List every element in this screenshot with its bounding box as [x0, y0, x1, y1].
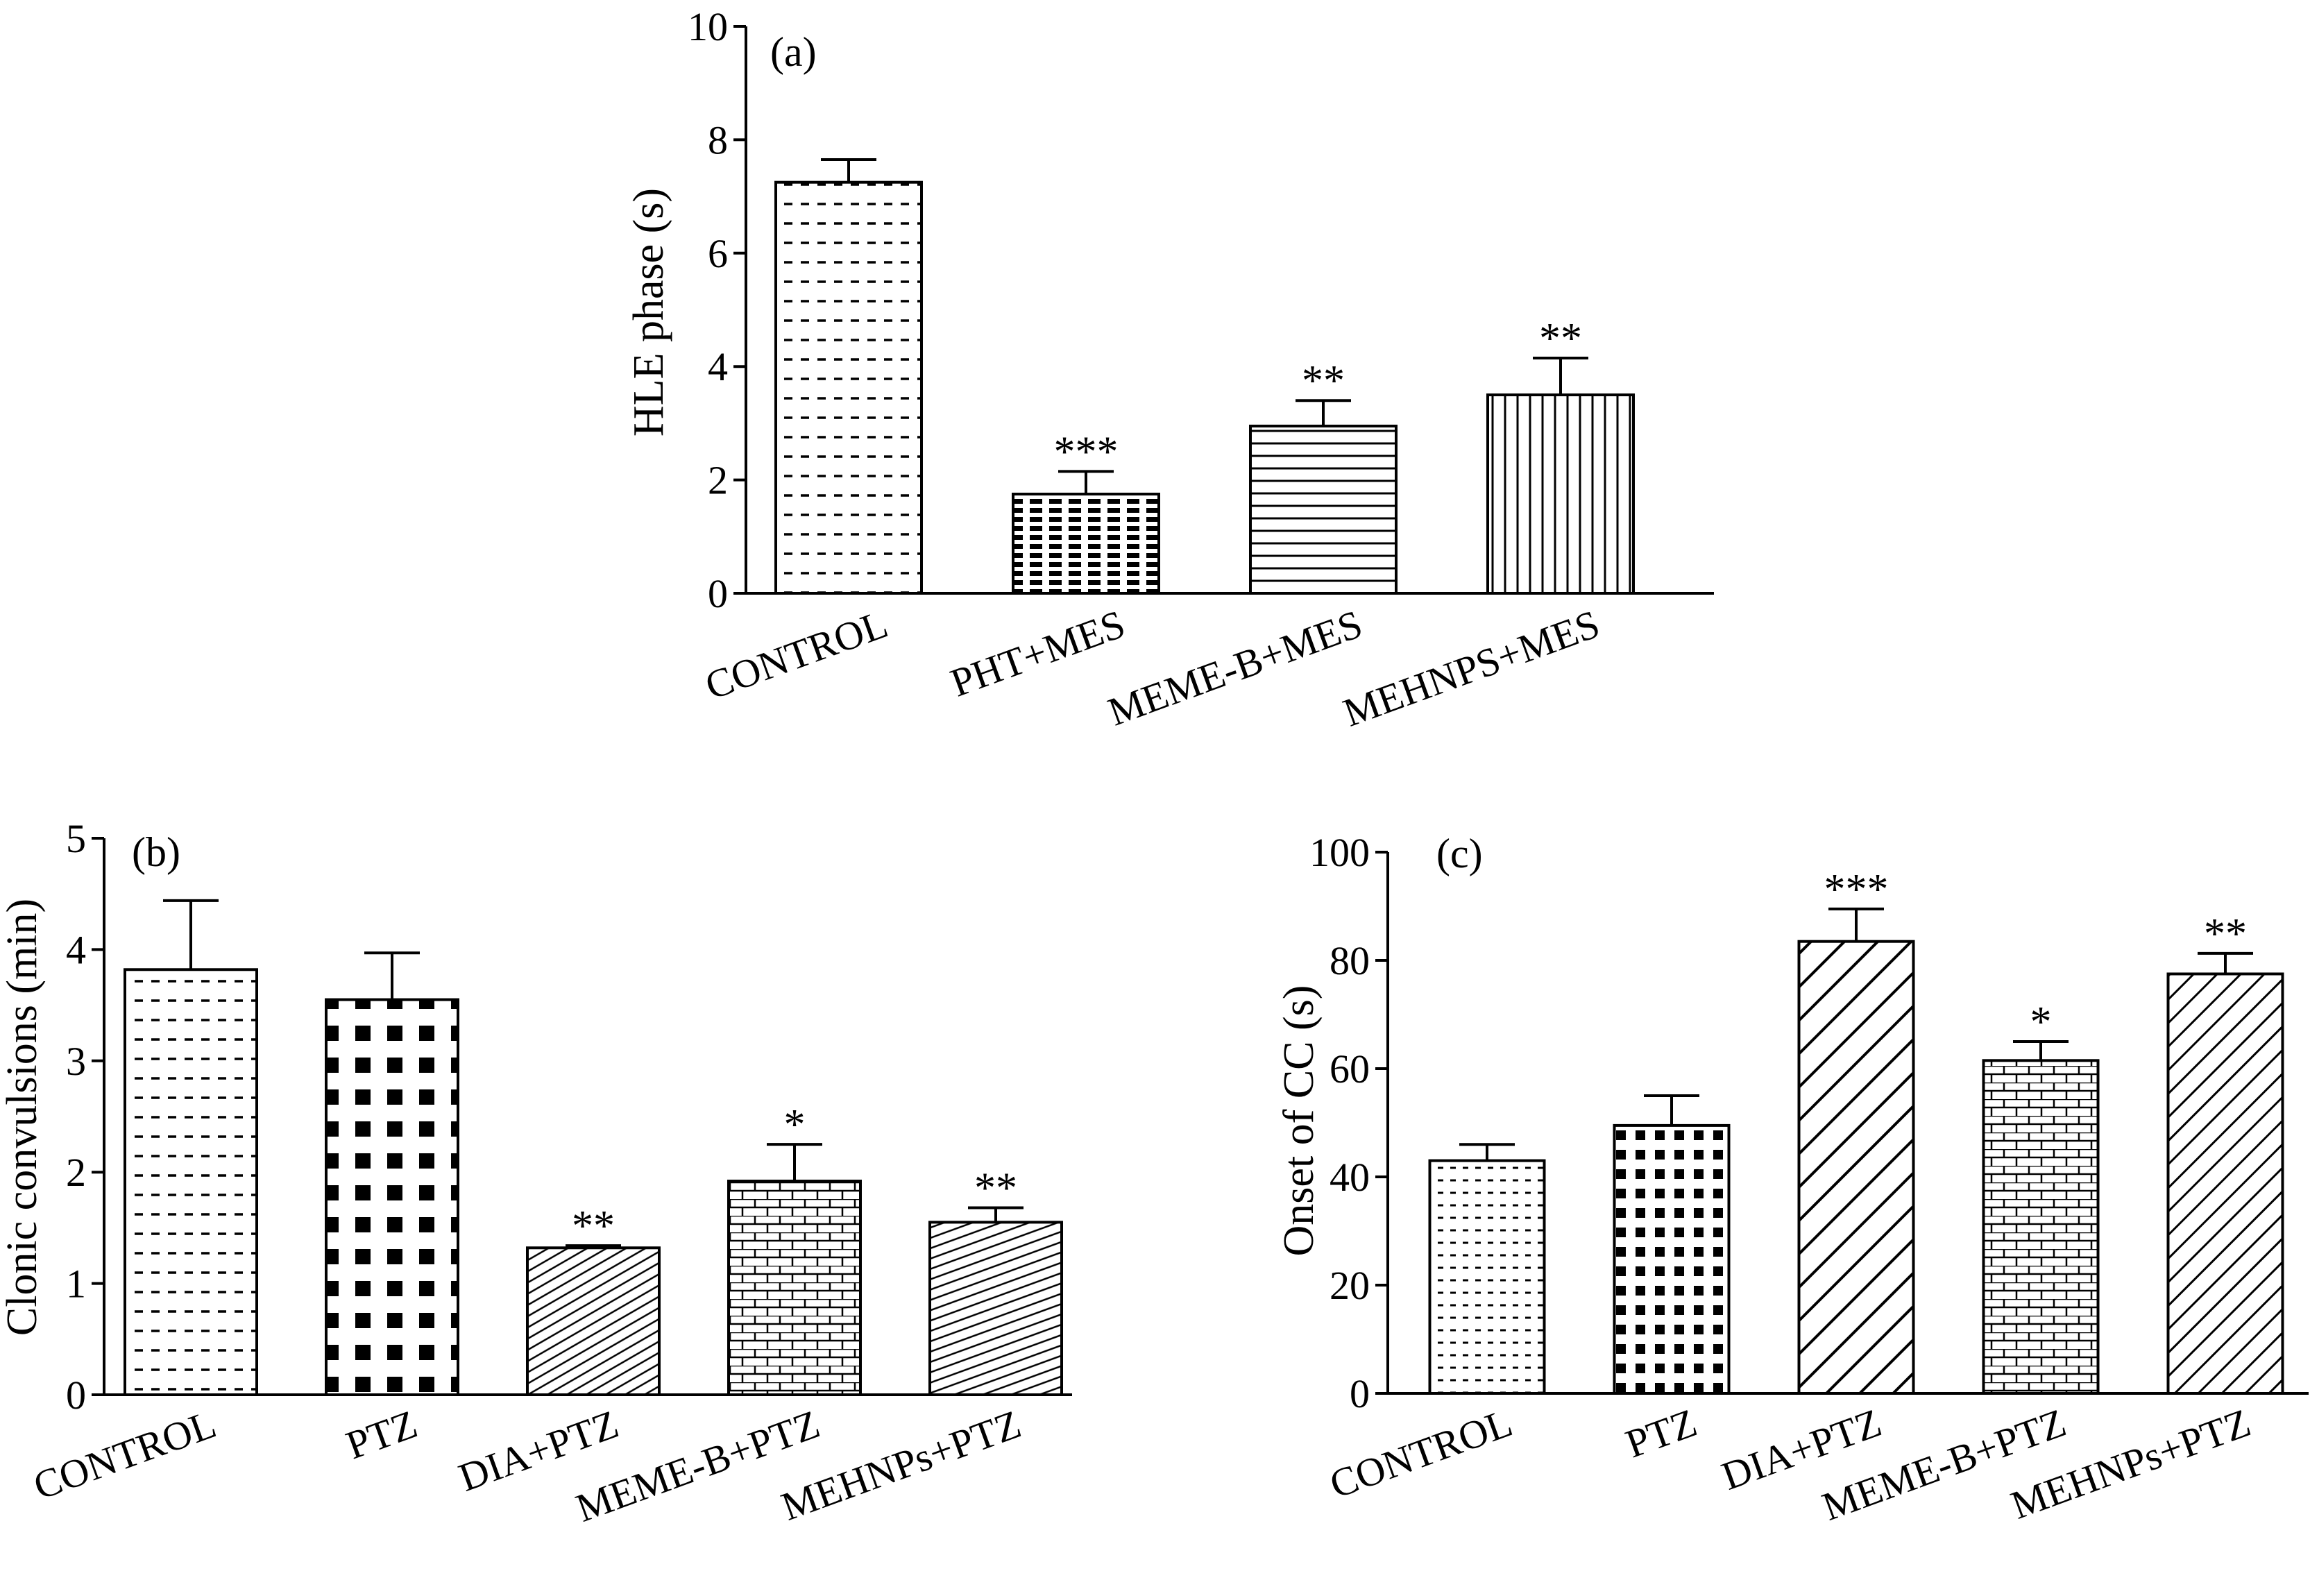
panel-label: (c): [1436, 831, 1483, 876]
chart-panel-1: 0 2 4 6 8 10 HLE phase (s) (a) CONTROL *** PHT+MES…: [625, 4, 1714, 736]
x-tick-label: PTZ: [1620, 1400, 1702, 1466]
y-axis-label: HLE phase (s): [625, 188, 672, 436]
y-tick-label: 10: [688, 4, 728, 49]
significance-label: ***: [1054, 428, 1119, 475]
significance-label: **: [572, 1203, 615, 1250]
bar-dia-ptz: [1797, 940, 1915, 1395]
y-tick-label: 60: [1330, 1046, 1370, 1092]
x-tick-label: MEME-B+MES: [1102, 601, 1368, 734]
bar-mehnps-mes: [1486, 393, 1635, 595]
y-tick-label: 4: [66, 927, 86, 972]
y-tick-label: 20: [1330, 1263, 1370, 1308]
y-tick-label: 0: [1350, 1371, 1370, 1416]
bar-dia-ptz: [526, 1246, 661, 1396]
bar-control: [1428, 1159, 1546, 1395]
y-tick-label: 0: [66, 1373, 86, 1418]
y-axis-label: Clonic convulsions (min): [0, 899, 46, 1336]
y-tick-label: 80: [1330, 938, 1370, 983]
y-tick-label: 2: [708, 458, 728, 503]
significance-label: *: [2030, 999, 2052, 1046]
significance-label: **: [2204, 910, 2247, 958]
bar-control: [124, 968, 258, 1396]
x-tick-label: CONTROL: [699, 601, 894, 708]
significance-label: ***: [1824, 866, 1889, 913]
bar-meme-b-ptz: [727, 1180, 862, 1396]
significance-label: **: [1302, 357, 1345, 405]
significance-label: **: [974, 1165, 1017, 1212]
bar-meme-b-ptz: [1982, 1059, 2100, 1395]
chart-panel-2: 0 1 2 3 4 5 Clonic convulsions (min) (b) CONTROL…: [0, 816, 1072, 1531]
y-tick-label: 5: [66, 816, 86, 861]
y-tick-label: 4: [708, 344, 728, 389]
y-tick-label: 2: [66, 1150, 86, 1195]
x-tick-label: MEHNPS+MES: [1337, 601, 1605, 736]
bar-ptz: [1613, 1123, 1731, 1395]
panel-label: (a): [770, 29, 817, 75]
y-tick-label: 8: [708, 117, 728, 162]
y-tick-label: 1: [66, 1262, 86, 1307]
y-tick-label: 3: [66, 1039, 86, 1084]
bar-pht-mes: [1012, 493, 1160, 595]
x-tick-label: CONTROL: [28, 1401, 222, 1509]
x-tick-label: PHT+MES: [944, 601, 1130, 706]
y-tick-label: 6: [708, 231, 728, 276]
significance-label: *: [784, 1101, 806, 1148]
bar-control: [774, 180, 923, 595]
y-tick-label: 40: [1330, 1155, 1370, 1200]
bar-mehnps-ptz: [2166, 972, 2284, 1395]
bar-meme-b-mes: [1249, 424, 1398, 595]
y-axis-label: Onset of CC (s): [1275, 985, 1323, 1257]
x-tick-label: PTZ: [340, 1401, 423, 1468]
panel-label: (b): [132, 829, 180, 875]
y-tick-label: 100: [1309, 830, 1370, 875]
bar-mehnps-ptz: [928, 1221, 1063, 1396]
bar-ptz: [325, 998, 459, 1396]
significance-label: **: [1539, 315, 1582, 362]
y-tick-label: 0: [708, 571, 728, 616]
